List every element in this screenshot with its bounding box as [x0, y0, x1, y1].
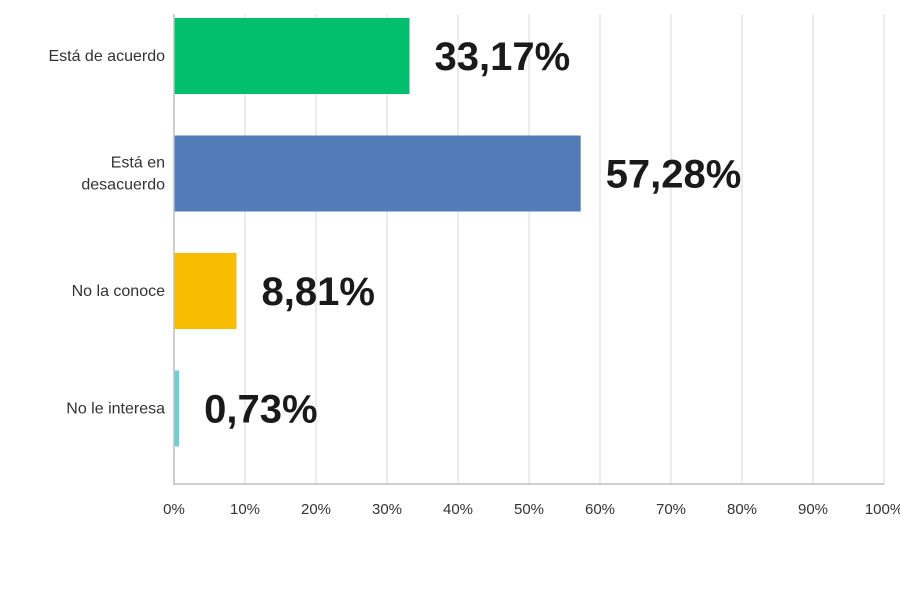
x-tick-label: 0%: [163, 501, 185, 518]
x-tick-label: 80%: [727, 501, 757, 518]
x-tick-label: 20%: [301, 501, 331, 518]
category-labels: Está de acuerdo Está en desacuerdo No la co…: [48, 48, 165, 418]
data-label: 8,81%: [262, 270, 375, 314]
x-tick-label: 50%: [514, 501, 544, 518]
x-tick-labels: 0% 10% 20% 30% 40% 50% 60% 70% 80% 90% 100%: [163, 501, 900, 518]
axes: [173, 14, 884, 485]
category-label: Está en desacuerdo: [81, 155, 165, 194]
category-label-line: No la conoce: [72, 283, 165, 300]
x-tick-label: 30%: [372, 501, 402, 518]
category-label: No le interesa: [66, 401, 165, 418]
data-label: 57,28%: [606, 153, 742, 197]
bar: [174, 370, 180, 447]
category-label-line: Está de acuerdo: [48, 48, 165, 65]
x-tick-label: 60%: [585, 501, 615, 518]
bar: [174, 253, 237, 329]
data-label: 0,73%: [204, 388, 317, 432]
category-label-line: No le interesa: [66, 401, 165, 418]
x-tick-label: 90%: [798, 501, 828, 518]
x-tick-label: 70%: [656, 501, 686, 518]
bar: [174, 18, 410, 94]
category-label-line: desacuerdo: [81, 177, 165, 194]
data-label: 33,17%: [435, 35, 571, 79]
category-label-line: Está en: [111, 155, 165, 172]
category-label: Está de acuerdo: [48, 48, 165, 65]
x-tick-label: 40%: [443, 501, 473, 518]
bars: [174, 18, 581, 447]
x-tick-label: 10%: [230, 501, 260, 518]
category-label: No la conoce: [72, 283, 165, 300]
bar: [174, 135, 581, 212]
value-labels: 33,17% 57,28% 8,81% 0,73%: [204, 35, 741, 432]
x-tick-label: 100%: [865, 501, 900, 518]
